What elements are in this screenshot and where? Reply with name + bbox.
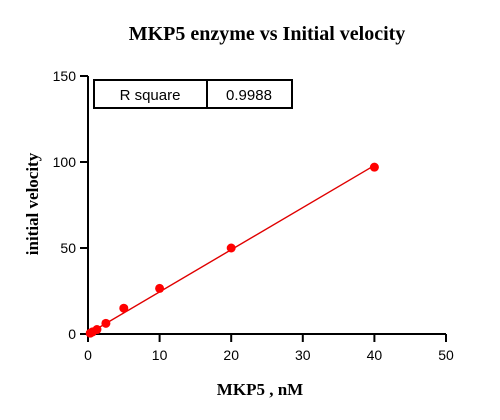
x-tick-label: 20: [223, 347, 239, 363]
y-tick-label: 0: [68, 326, 76, 342]
ticks: 0 10 20 30 40 50 0 50 100 150: [53, 68, 454, 363]
data-point: [369, 162, 379, 172]
chart-title: MKP5 enzyme vs Initial velocity: [129, 23, 406, 45]
stats-label: R square: [120, 87, 181, 104]
stats-value: 0.9988: [226, 87, 272, 104]
data-point: [155, 283, 165, 293]
axes: [87, 76, 446, 335]
stats-box-frame: [93, 79, 293, 109]
data-point: [92, 325, 102, 335]
x-tick-label: 30: [295, 347, 311, 363]
y-axis-label: initial velocity: [23, 152, 42, 255]
x-tick-label: 40: [367, 347, 383, 363]
data-point: [226, 243, 236, 253]
x-axis-label: MKP5 , nM: [217, 380, 303, 399]
data-point: [119, 303, 129, 313]
x-tick-label: 50: [438, 347, 454, 363]
stats-box: R square 0.9988: [93, 79, 293, 109]
data-point: [101, 318, 111, 328]
x-tick-label: 10: [152, 347, 168, 363]
data-points: [85, 162, 379, 338]
y-tick-label: 50: [60, 240, 76, 256]
y-tick-label: 100: [53, 154, 77, 170]
y-tick-label: 150: [53, 68, 77, 84]
x-tick-label: 0: [84, 347, 92, 363]
